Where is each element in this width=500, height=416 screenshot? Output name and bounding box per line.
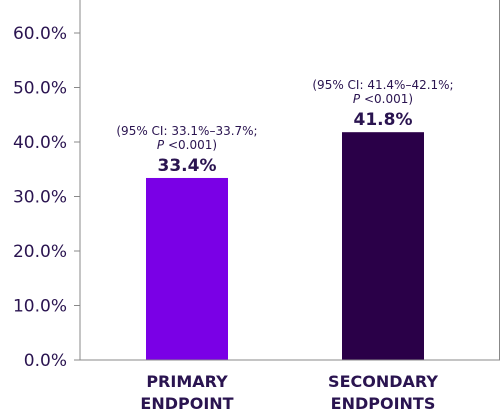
y-tick-label: 0.0% (24, 351, 67, 371)
y-axis: 0.0% 10.0% 20.0% 30.0% 40.0% 50.0% 60.0% (13, 0, 500, 371)
annotations: 33.4%(95% CI: 33.1%–33.7%;P <0.001)41.8%… (116, 78, 453, 176)
ci-label: (95% CI: 33.1%–33.7%; (116, 124, 257, 138)
bar-primary-endpoint (146, 177, 228, 360)
y-tick-label: 10.0% (13, 297, 67, 317)
x-category-label: PRIMARY (146, 372, 228, 391)
p-value-text: <0.001) (360, 92, 413, 106)
y-tick-label: 30.0% (13, 188, 67, 208)
x-category-label: ENDPOINT (140, 394, 233, 413)
x-axis: PRIMARY ENDPOINT SECONDARY ENDPOINTS (74, 359, 500, 413)
bars (146, 132, 424, 360)
y-tick-label: 20.0% (13, 242, 67, 262)
y-tick-label: 40.0% (13, 133, 67, 153)
p-symbol: P (157, 138, 165, 152)
p-value-label: P <0.001) (157, 138, 217, 152)
x-category-label: SECONDARY (328, 372, 438, 391)
p-symbol: P (353, 92, 361, 106)
data-label: 33.4% (158, 156, 217, 176)
bar-secondary-endpoints (342, 132, 424, 360)
data-label: 41.8% (354, 110, 413, 130)
y-tick-label: 50.0% (13, 79, 67, 99)
y-tick-label: 60.0% (13, 24, 67, 44)
x-category-label: ENDPOINTS (331, 394, 436, 413)
p-value-text: <0.001) (164, 138, 217, 152)
ci-label: (95% CI: 41.4%–42.1%; (312, 78, 453, 92)
p-value-label: P <0.001) (353, 92, 413, 106)
